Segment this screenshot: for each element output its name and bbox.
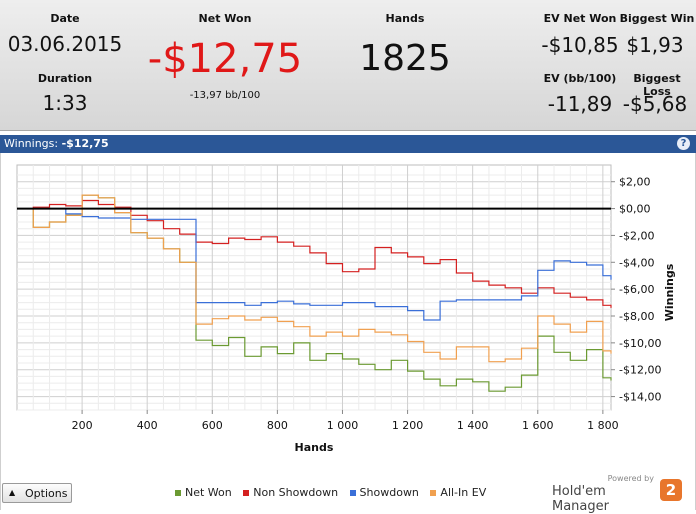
y-tick-label: -$2,00 [619,229,654,242]
y-tick-label: -$8,00 [619,310,654,323]
legend-swatch [430,490,437,496]
session-summary-panel: Date 03.06.2015 Duration 1:33 Net Won -$… [0,0,696,131]
y-tick-label: $2,00 [619,176,651,189]
chart-legend: Net Won Non Showdown Showdown All-In EV [175,486,494,499]
powered-by-text: Powered by [607,474,654,483]
legend-label: All-In EV [440,486,487,499]
biggest-loss-label: Biggest Loss [633,72,681,98]
chart-series [17,194,612,392]
x-tick-label: 1 000 [327,419,359,432]
y-tick-label: $0,00 [619,203,651,216]
duration-value: 1:33 [42,91,88,115]
y-tick-label: -$10,00 [619,337,661,350]
options-button[interactable]: ▲ Options [2,483,72,503]
legend-item-all-in-ev: All-In EV [430,486,486,499]
legend-label: Showdown [359,486,419,499]
legend-swatch [349,490,356,496]
y-axis-label: Winnings [663,263,676,321]
x-tick-label: 1 200 [392,419,424,432]
legend-label: Non Showdown [253,486,339,499]
x-tick-label: 400 [137,419,158,432]
series-line-all-in-ev [17,194,612,363]
legend-swatch [175,490,181,496]
y-tick-label: -$4,00 [619,256,654,269]
series-line-non-showdown [17,199,612,308]
biggest-win-label: Biggest Win [619,12,695,25]
y-tick-label: -$14,00 [619,391,661,404]
legend-swatch [243,490,250,496]
net-won-value: -$12,75 [147,36,303,82]
hands-label: Hands [385,12,425,25]
ev-net-won-label: EV Net Won [543,12,617,25]
chart-axes: $2,00 $0,00 -$2,00 -$4,00 -$6,00 -$8,00 -$10,0… [17,176,676,454]
ev-net-won-value: -$10,85 [541,33,619,57]
x-tick-label: 1 400 [457,419,489,432]
winnings-value: -$12,75 [61,137,109,150]
legend-item-showdown: Showdown [349,486,419,499]
caret-up-icon: ▲ [9,488,16,497]
hm2-logo-icon: 2 [660,479,682,501]
help-icon[interactable]: ? [677,137,690,150]
ev-bb100-value: -11,89 [547,92,613,116]
hands-value: 1825 [359,38,451,79]
ev-bb100-label: EV (bb/100) [543,72,617,85]
winnings-line-chart: $2,00 $0,00 -$2,00 -$4,00 -$6,00 -$8,00 -$10,0… [16,164,676,454]
date-value: 03.06.2015 [7,32,123,56]
x-axis-label: Hands [295,441,334,454]
y-tick-label: -$12,00 [619,364,661,377]
legend-item-net-won: Net Won [175,486,232,499]
chart-header-title: Winnings: -$12,75 [4,137,109,150]
biggest-loss-value: -$5,68 [622,92,688,116]
x-tick-label: 600 [202,419,223,432]
chart-header-bar: Winnings: -$12,75 ? [0,135,696,153]
biggest-win-value: $1,93 [626,33,684,57]
net-won-label: Net Won [198,12,252,25]
legend-label: Net Won [185,486,232,499]
duration-label: Duration [37,72,93,85]
brand-logo: Powered by Hold'em Manager 2 [552,474,682,514]
options-button-label: Options [25,487,68,500]
chart-area: $2,00 $0,00 -$2,00 -$4,00 -$6,00 -$8,00 -$10,0… [0,153,696,510]
y-tick-label: -$6,00 [619,283,654,296]
legend-item-non-showdown: Non Showdown [243,486,338,499]
x-tick-label: 800 [267,419,288,432]
x-tick-label: 1 800 [587,419,619,432]
chart-grid [16,164,612,411]
date-label: Date [50,12,80,25]
x-tick-label: 1 600 [522,419,554,432]
x-tick-label: 200 [72,419,93,432]
net-won-bb100: -13,97 bb/100 [189,90,261,101]
winnings-label: Winnings: [4,137,59,150]
